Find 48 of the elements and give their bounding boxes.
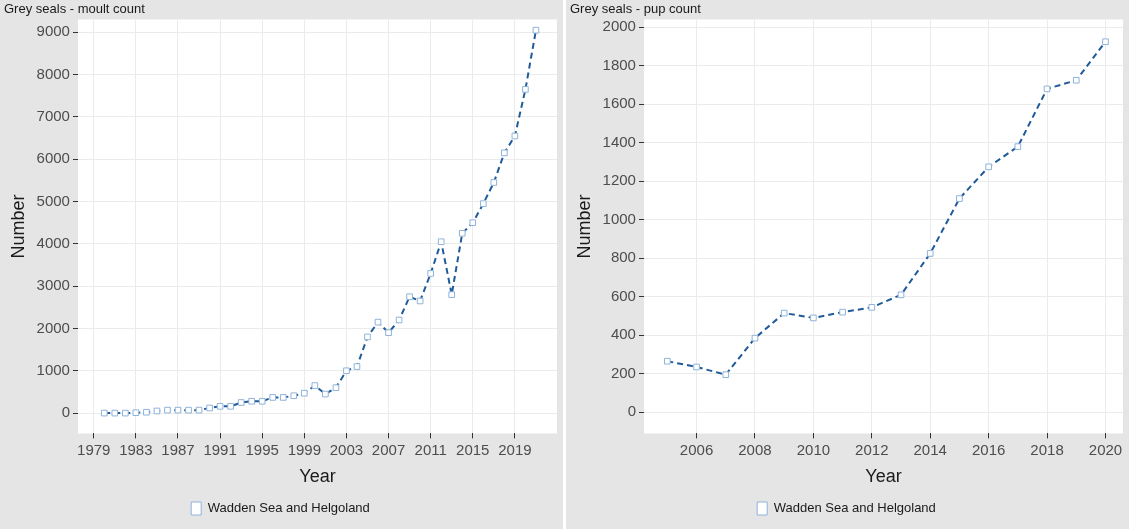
y-tick-label: 0 [61, 403, 70, 421]
chart-title: Grey seals - pup count [570, 1, 702, 17]
y-tick-label: 8000 [36, 64, 70, 82]
x-tick-label: 2003 [329, 440, 364, 458]
y-tick-label: 1000 [602, 209, 636, 227]
x-tick-label: 2016 [971, 440, 1006, 458]
y-tick-label: 4000 [36, 233, 70, 251]
x-axis-title: Year [865, 466, 902, 487]
x-tick-label: 2010 [796, 440, 831, 458]
x-axis-title: Year [299, 466, 336, 487]
x-tick-label: 2012 [855, 440, 889, 458]
x-tick-label: 2018 [1030, 440, 1064, 458]
y-tick-label: 1800 [602, 55, 636, 73]
y-tick-label: 5000 [36, 191, 70, 209]
x-tick-label: 2011 [414, 440, 447, 458]
legend-label: Wadden Sea and Helgoland [207, 500, 370, 516]
y-tick-label: 1400 [602, 132, 636, 150]
y-tick-label: 800 [610, 248, 636, 266]
x-tick-label: 2007 [371, 440, 406, 458]
y-tick-label: 3000 [36, 276, 70, 294]
y-tick-label: 200 [610, 363, 636, 381]
y-axis-title: Number [7, 194, 28, 259]
chart-title: Grey seals - moult count [4, 1, 146, 17]
x-tick-label: 1987 [161, 440, 195, 458]
y-tick-label: 1000 [36, 360, 70, 378]
y-tick-label: 400 [610, 325, 636, 343]
x-tick-label: 2008 [738, 440, 772, 458]
x-tick-label: 2014 [913, 440, 947, 458]
y-tick-label: 9000 [36, 22, 70, 40]
y-tick-label: 7000 [36, 107, 70, 125]
x-tick-label: 1983 [119, 440, 153, 458]
y-tick-label: 2000 [36, 318, 70, 336]
y-tick-label: 2000 [602, 17, 636, 35]
x-tick-label: 1979 [77, 440, 111, 458]
x-tick-label: 1991 [203, 440, 237, 458]
y-tick-label: 1200 [602, 171, 636, 189]
y-tick-label: 6000 [36, 149, 70, 167]
x-tick-label: 2015 [456, 440, 490, 458]
x-tick-label: 2019 [498, 440, 532, 458]
x-tick-label: 2020 [1088, 440, 1123, 458]
x-tick-label: 1995 [245, 440, 279, 458]
x-tick-label: 1999 [287, 440, 322, 458]
legend-label: Wadden Sea and Helgoland [773, 500, 936, 516]
x-tick-label: 2006 [679, 440, 714, 458]
y-tick-label: 600 [610, 286, 636, 304]
y-tick-label: 1600 [602, 94, 636, 112]
y-axis-title: Number [573, 194, 594, 259]
y-tick-label: 0 [627, 402, 636, 420]
